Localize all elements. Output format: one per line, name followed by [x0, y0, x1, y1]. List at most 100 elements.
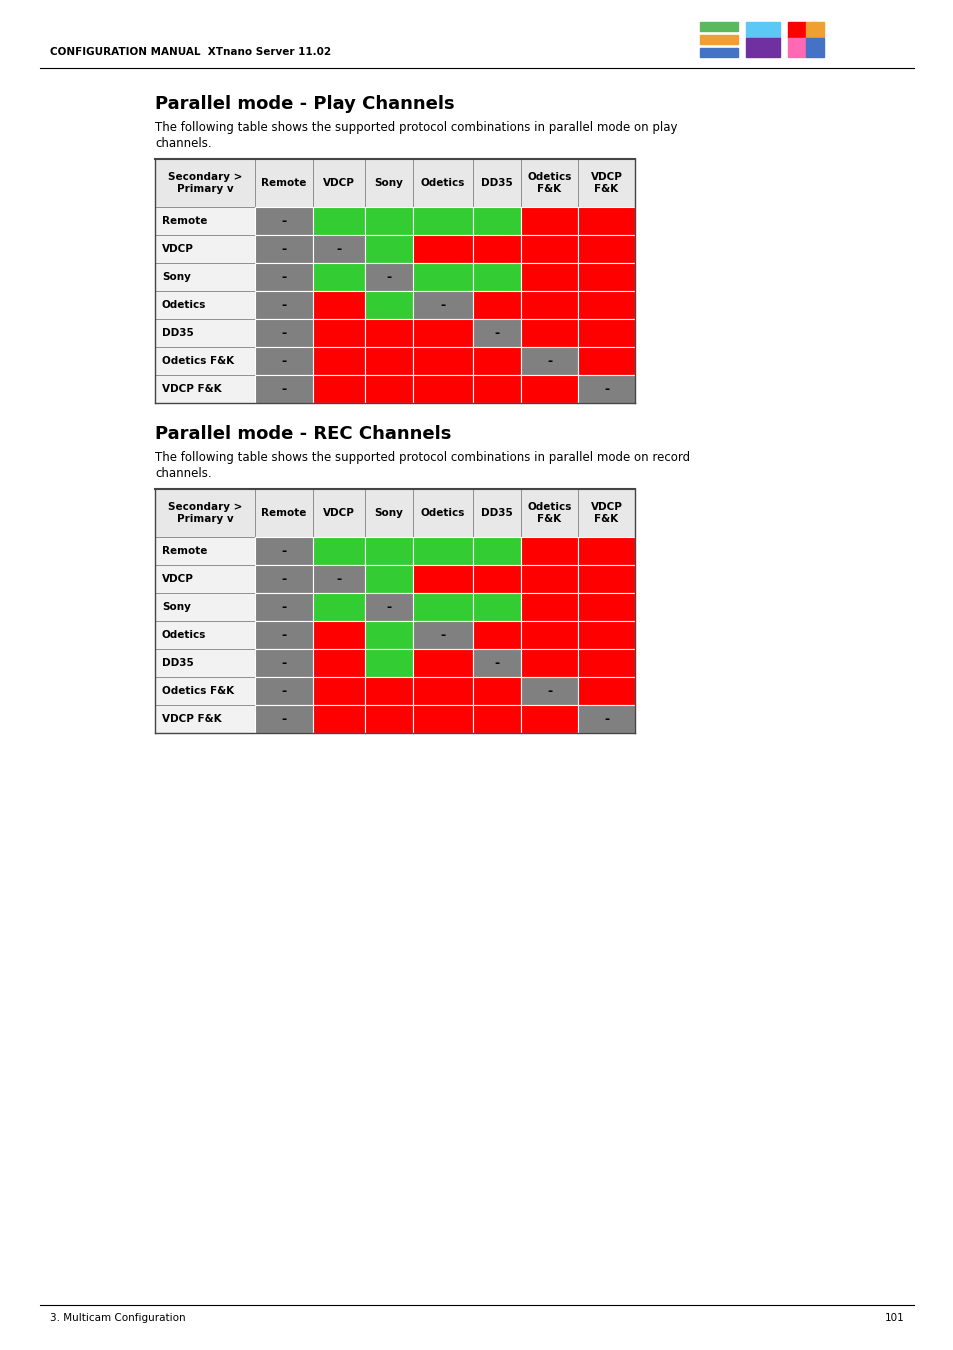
Bar — [254, 292, 313, 319]
Bar — [254, 375, 313, 404]
Bar — [578, 292, 635, 319]
Bar — [578, 537, 635, 566]
Bar — [805, 22, 823, 38]
Bar — [473, 489, 520, 537]
Bar — [154, 263, 254, 292]
Bar — [154, 537, 254, 566]
Text: -: - — [281, 355, 286, 367]
Text: Odetics: Odetics — [162, 300, 206, 310]
Bar — [520, 375, 578, 404]
Bar — [473, 207, 520, 235]
Bar — [365, 676, 413, 705]
Bar — [413, 207, 473, 235]
Bar — [787, 22, 805, 38]
Bar — [154, 159, 254, 207]
Text: -: - — [281, 629, 286, 641]
Bar — [578, 375, 635, 404]
Text: Odetics: Odetics — [162, 630, 206, 640]
Bar — [578, 159, 635, 207]
Bar — [520, 593, 578, 621]
Bar — [313, 489, 365, 537]
Bar — [413, 566, 473, 593]
Bar — [365, 347, 413, 375]
Bar — [700, 35, 738, 45]
Text: CONFIGURATION MANUAL  XTnano Server 11.02: CONFIGURATION MANUAL XTnano Server 11.02 — [50, 47, 331, 57]
Bar — [254, 621, 313, 649]
Bar — [154, 489, 254, 537]
Bar — [313, 207, 365, 235]
Text: -: - — [281, 327, 286, 339]
Bar — [313, 649, 365, 676]
Bar — [413, 375, 473, 404]
Text: -: - — [281, 684, 286, 698]
Bar — [154, 593, 254, 621]
Bar — [413, 159, 473, 207]
Bar — [578, 676, 635, 705]
Bar — [578, 649, 635, 676]
Text: DD35: DD35 — [162, 328, 193, 338]
Text: -: - — [440, 629, 445, 641]
Text: channels.: channels. — [154, 136, 212, 150]
Text: -: - — [281, 215, 286, 228]
Bar — [313, 676, 365, 705]
Bar — [578, 705, 635, 733]
Text: Sony: Sony — [375, 178, 403, 188]
Bar — [154, 566, 254, 593]
Bar — [520, 676, 578, 705]
Bar — [520, 263, 578, 292]
Text: -: - — [603, 382, 608, 396]
Bar — [520, 649, 578, 676]
Bar — [578, 263, 635, 292]
Bar — [254, 319, 313, 347]
Bar — [254, 649, 313, 676]
Bar — [520, 235, 578, 263]
Bar — [473, 705, 520, 733]
Bar — [313, 347, 365, 375]
Text: Remote: Remote — [162, 216, 207, 225]
Bar — [254, 263, 313, 292]
Text: DD35: DD35 — [162, 657, 193, 668]
Bar — [365, 292, 413, 319]
Bar — [313, 159, 365, 207]
Bar — [154, 347, 254, 375]
Bar — [578, 347, 635, 375]
Text: Remote: Remote — [162, 545, 207, 556]
Bar — [473, 649, 520, 676]
Bar — [313, 593, 365, 621]
Bar — [745, 22, 780, 38]
Bar — [254, 705, 313, 733]
Bar — [313, 292, 365, 319]
Bar — [365, 263, 413, 292]
Bar — [520, 705, 578, 733]
Text: -: - — [603, 713, 608, 725]
Text: VDCP: VDCP — [323, 508, 355, 518]
Bar — [254, 159, 313, 207]
Text: -: - — [281, 544, 286, 558]
Bar — [413, 621, 473, 649]
Bar — [520, 347, 578, 375]
Text: VDCP F&K: VDCP F&K — [162, 383, 221, 394]
Text: VDCP
F&K: VDCP F&K — [590, 502, 621, 524]
Bar — [365, 489, 413, 537]
Bar — [520, 207, 578, 235]
Text: Remote: Remote — [261, 508, 306, 518]
Bar — [413, 319, 473, 347]
Bar — [313, 319, 365, 347]
Bar — [700, 22, 738, 31]
Bar — [520, 292, 578, 319]
Text: -: - — [281, 656, 286, 670]
Text: Odetics: Odetics — [420, 508, 465, 518]
Bar — [787, 38, 805, 57]
Bar — [473, 566, 520, 593]
Bar — [578, 593, 635, 621]
Bar — [473, 537, 520, 566]
Bar — [154, 235, 254, 263]
Bar — [473, 235, 520, 263]
Text: The following table shows the supported protocol combinations in parallel mode o: The following table shows the supported … — [154, 451, 689, 464]
Text: Secondary >
Primary v: Secondary > Primary v — [168, 171, 242, 194]
Bar — [473, 347, 520, 375]
Text: -: - — [546, 684, 552, 698]
Bar — [520, 566, 578, 593]
Bar — [413, 593, 473, 621]
Bar — [473, 593, 520, 621]
